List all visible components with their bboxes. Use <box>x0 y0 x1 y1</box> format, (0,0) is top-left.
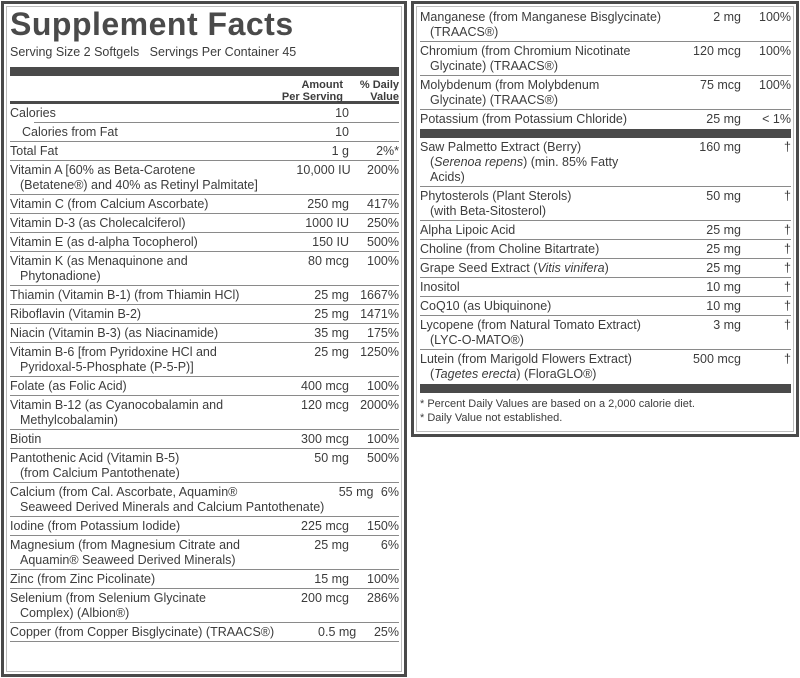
supplement-facts-right-panel: Manganese (from Manganese Bisglycinate)(… <box>411 1 799 437</box>
serving-info: Serving Size 2 Softgels Servings Per Con… <box>10 45 297 59</box>
ingredient-row: Inositol 10 mg † <box>420 277 791 296</box>
nutrient-row: Vitamin B-6 [from Pyridoxine HCl and Pyri… <box>10 342 399 376</box>
amount-header: Amount Per Serving <box>281 79 343 103</box>
nutrient-row: Potassium (from Potassium Chloride) 25 m… <box>420 109 791 128</box>
ingredient-row: Lycopene (from Natural Tomato Extract) (L… <box>420 315 791 349</box>
nutrient-row: Vitamin C (from Calcium Ascorbate) 250 m… <box>10 194 399 213</box>
ingredient-row: Saw Palmetto Extract (Berry) (Serenoa rep… <box>420 140 791 184</box>
nutrient-row: Magnesium (from Magnesium Citrate and Aqu… <box>10 535 399 569</box>
nutrient-row: Vitamin A [60% as Beta-Carotene (Betatene… <box>10 160 399 194</box>
column-header: Amount Per Serving % Daily Value <box>10 76 399 103</box>
nutrient-row: Niacin (Vitamin B-3) (as Niacinamide) 35… <box>10 323 399 342</box>
nutrient-row: Calcium (from Cal. Ascorbate, Aquamin® Se… <box>10 482 399 516</box>
ingredient-row: Phytosterols (Plant Sterols) (with Beta-S… <box>420 186 791 220</box>
nutrient-row: Riboflavin (Vitamin B-2) 25 mg 1471% <box>10 304 399 323</box>
nutrient-row: Copper (from Copper Bisglycinate) (TRAAC… <box>10 622 399 642</box>
nutrient-row: Molybdenum (from Molybdenum Glycinate) (T… <box>420 75 791 109</box>
nutrient-row: Calories 10 <box>10 106 349 120</box>
nutrient-row: Vitamin E (as d-alpha Tocopherol) 150 IU… <box>10 232 399 251</box>
nutrient-row: Biotin 300 mcg 100% <box>10 429 399 448</box>
footnote-not-established: * Daily Value not established. <box>420 412 563 424</box>
footnotes: * Percent Daily Values are based on a 2,… <box>420 393 791 425</box>
nutrient-row: Total Fat 1 g 2%* <box>10 141 399 160</box>
nutrient-row: Vitamin B-12 (as Cyanocobalamin and Methy… <box>10 395 399 429</box>
nutrient-row: Thiamin (Vitamin B-1) (from Thiamin HCl)… <box>10 285 399 304</box>
nutrient-row: Manganese (from Manganese Bisglycinate)(… <box>420 10 791 39</box>
nutrient-row: Vitamin K (as Menaquinone and Phytonadion… <box>10 251 399 285</box>
ingredient-row: Lutein (from Marigold Flowers Extract) (T… <box>420 349 791 383</box>
ingredient-row: CoQ10 (as Ubiquinone) 10 mg † <box>420 296 791 315</box>
nutrient-row: Folate (as Folic Acid) 400 mcg 100% <box>10 376 399 395</box>
nutrient-row: Iodine (from Potassium Iodide) 225 mcg 1… <box>10 516 399 535</box>
nutrient-row: Calories from Fat 10 <box>22 125 349 139</box>
nutrient-row: Chromium (from Chromium Nicotinate Glycin… <box>420 41 791 75</box>
ingredient-row: Grape Seed Extract (Vitis vinifera) 25 m… <box>420 258 791 277</box>
nutrient-row: Zinc (from Zinc Picolinate) 15 mg 100% <box>10 569 399 588</box>
footnote-daily-values: * Percent Daily Values are based on a 2,… <box>420 398 695 410</box>
nutrient-table: Calories 10 Calories from Fat 10 Total F… <box>10 104 399 642</box>
panel-title: Supplement Facts <box>10 6 294 42</box>
daily-value-header: % Daily Value <box>359 79 399 103</box>
nutrient-row: Vitamin D-3 (as Cholecalciferol) 1000 IU… <box>10 213 399 232</box>
thick-divider <box>10 67 399 76</box>
nutrient-row: Pantothenic Acid (Vitamin B-5) (from Calc… <box>10 448 399 482</box>
thick-divider <box>420 384 791 393</box>
header-divider <box>10 101 399 104</box>
nutrient-row: Selenium (from Selenium Glycinate Complex… <box>10 588 399 622</box>
supplement-facts-left-panel: Supplement Facts Serving Size 2 Softgels… <box>1 1 407 677</box>
ingredient-row: Alpha Lipoic Acid 25 mg † <box>420 220 791 239</box>
indent-divider <box>34 122 399 123</box>
ingredient-row: Choline (from Choline Bitartrate) 25 mg … <box>420 239 791 258</box>
thick-divider <box>420 129 791 138</box>
